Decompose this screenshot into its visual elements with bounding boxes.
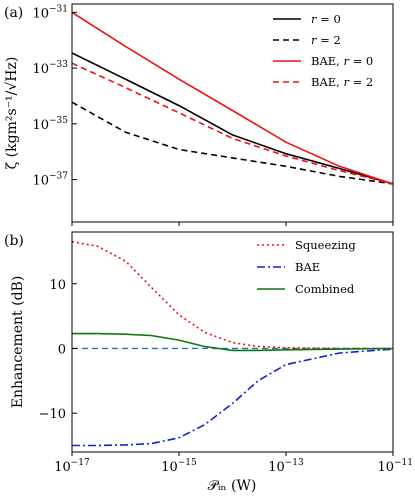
panel-a-x-ticks xyxy=(71,222,394,226)
panel-a-series-line-2 xyxy=(71,11,394,185)
panel-a-frame xyxy=(71,3,394,223)
panel-b-legend-label: Squeezing xyxy=(295,238,356,252)
panel-b-label: (b) xyxy=(4,233,24,249)
panel-a-legend-label: r = 0 xyxy=(311,12,341,26)
panel-b-y-tick-label: −10 xyxy=(39,407,66,422)
panel-a-y-tick-label: 10−31 xyxy=(32,4,68,21)
panel-b-x-tick-label: 10−11 xyxy=(377,458,413,475)
panel-b-x-tick-label: 10−17 xyxy=(54,458,90,475)
panel-a-y-tick-label: 10−37 xyxy=(32,172,68,189)
panel-a-series-lines xyxy=(71,11,394,185)
panel-b-y-axis-label: Enhancement (dB) xyxy=(10,276,26,409)
panel-a-legend-label: BAE, r = 2 xyxy=(311,75,373,89)
panel-b-series-line-2 xyxy=(72,332,394,352)
panel-a-legend-label: r = 2 xyxy=(311,33,341,47)
panel-b-x-tick-label: 10−13 xyxy=(268,458,304,475)
panel-b-x-axis-label: 𝒫ᵢₙ (W) xyxy=(208,478,257,494)
panel-b-series-line-0 xyxy=(71,240,393,350)
panel-b-y-tick-label: 10 xyxy=(49,278,66,293)
panel-a-y-tick-label: 10−35 xyxy=(32,116,68,133)
panel-a-series-line-1 xyxy=(71,101,394,185)
panel-a-y-tick-label: 10−33 xyxy=(32,60,68,77)
panel-b-series-line-1 xyxy=(72,348,394,447)
panel-b-x-ticks: 10−17 10−15 10−13 10−11 xyxy=(54,452,413,475)
panel-b-legend: Squeezing BAE Combined xyxy=(257,238,356,296)
panel-b-legend-label: Combined xyxy=(295,282,355,296)
panel-b-y-ticks: 10 0 −10 xyxy=(39,278,77,422)
panel-a-label: (a) xyxy=(4,5,23,21)
panel-b-legend-label: BAE xyxy=(295,260,320,274)
panel-b-series-lines xyxy=(71,240,394,447)
panel-b-y-tick-label: 0 xyxy=(58,342,66,357)
panel-b: 10 0 −10 10−17 10−15 10−13 10−11 (b) Enhancem… xyxy=(4,231,413,494)
panel-a: 10−31 10−33 10−35 10−37 (a) ζ (kgm²s⁻¹/√Hz)… xyxy=(4,3,394,226)
panel-b-x-tick-label: 10−15 xyxy=(161,458,197,475)
panel-a-legend: r = 0 r = 2 BAE, r = 0 BAE, r = 2 xyxy=(273,12,373,89)
panel-a-y-axis-label: ζ (kgm²s⁻¹/√Hz) xyxy=(4,57,20,170)
panel-a-series-line-0 xyxy=(71,52,394,185)
panel-a-y-ticks: 10−31 10−33 10−35 10−37 xyxy=(32,4,77,189)
panel-b-frame xyxy=(71,231,394,453)
panel-a-legend-label: BAE, r = 0 xyxy=(311,54,373,68)
